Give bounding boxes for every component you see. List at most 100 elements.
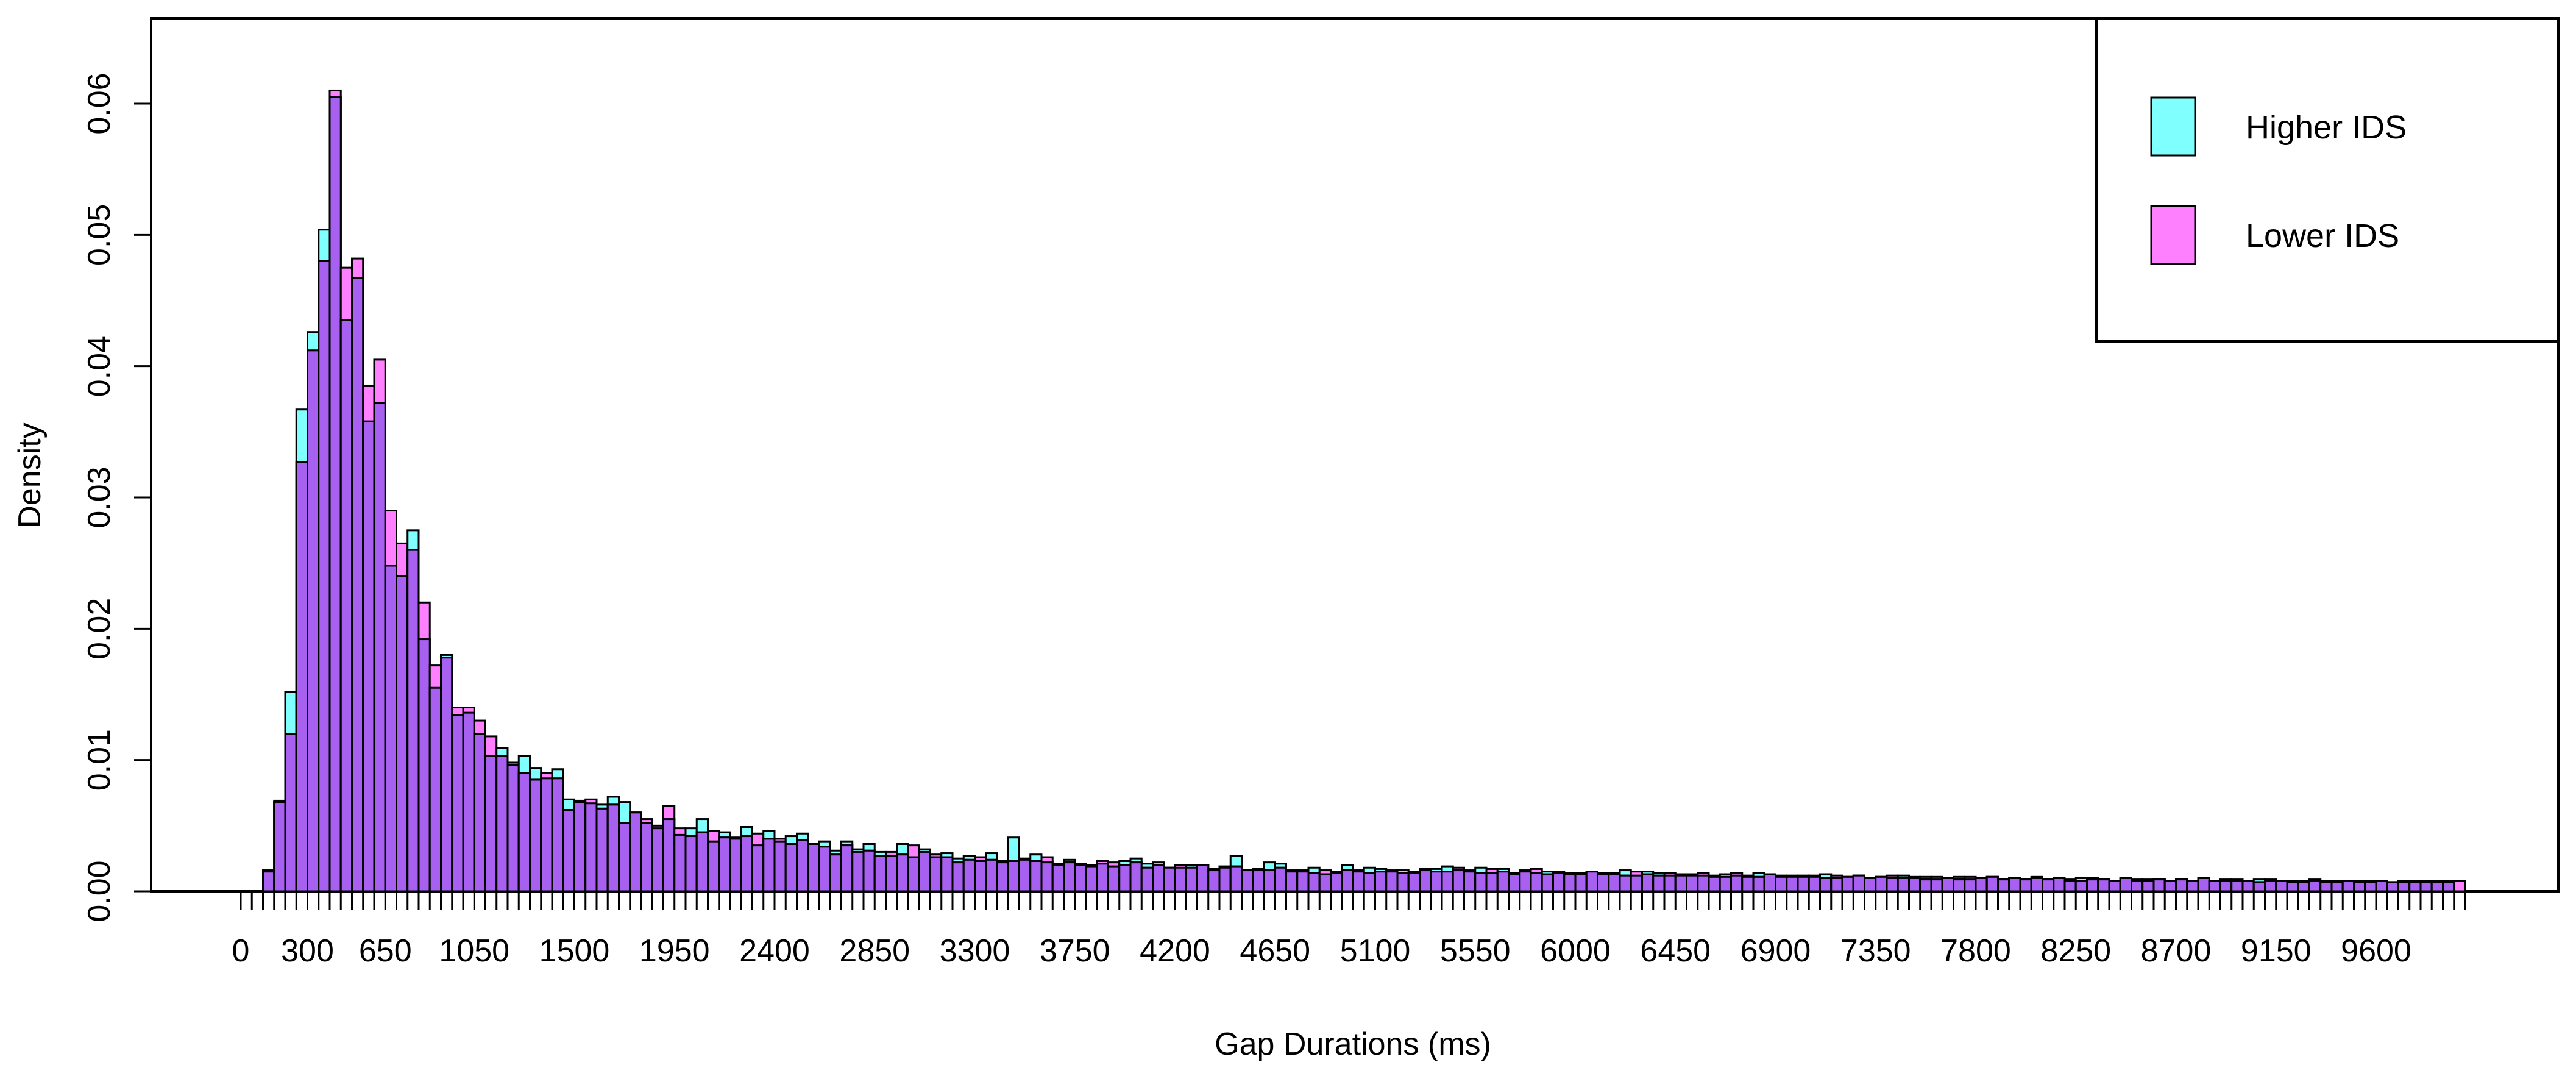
bar-overlap bbox=[1229, 865, 1243, 893]
bar-overlap bbox=[1697, 874, 1710, 893]
bar-overlap bbox=[629, 811, 642, 893]
bar-overlap bbox=[1330, 872, 1343, 893]
bar-overlap bbox=[517, 772, 531, 893]
bar-overlap bbox=[1107, 865, 1121, 893]
bar-overlap bbox=[373, 402, 386, 893]
bar-overlap bbox=[862, 849, 876, 893]
x-tick-label: 2400 bbox=[739, 933, 810, 969]
bar-overlap bbox=[1941, 877, 1954, 893]
bar-overlap bbox=[951, 861, 965, 893]
bar-overlap bbox=[1574, 873, 1588, 893]
bar-overlap bbox=[1441, 871, 1454, 893]
bar-overlap bbox=[1930, 878, 1943, 893]
bar-overlap bbox=[1641, 873, 1655, 893]
x-tick-label: 7350 bbox=[1840, 933, 1911, 969]
bar-overlap bbox=[1129, 861, 1143, 893]
x-tick-label: 2850 bbox=[839, 933, 910, 969]
bar-overlap bbox=[773, 840, 787, 893]
bar-overlap bbox=[618, 822, 631, 893]
bar-overlap bbox=[2219, 880, 2233, 893]
bar-overlap bbox=[1096, 863, 1109, 893]
bar-overlap bbox=[1585, 871, 1598, 893]
bar-overlap bbox=[1908, 877, 1921, 893]
bar-overlap bbox=[2419, 881, 2433, 893]
bar-overlap bbox=[428, 686, 442, 893]
bar-overlap bbox=[2308, 880, 2322, 893]
x-tick-label: 9600 bbox=[2341, 933, 2411, 969]
bar-overlap bbox=[873, 855, 887, 893]
bar-overlap bbox=[1385, 871, 1399, 893]
bar-overlap bbox=[2252, 881, 2266, 893]
bar-overlap bbox=[1341, 869, 1354, 893]
bar-overlap bbox=[384, 565, 397, 893]
bar-overlap bbox=[1674, 874, 1687, 893]
bar-overlap bbox=[2108, 880, 2121, 893]
bar-overlap bbox=[2375, 880, 2388, 893]
bar-overlap bbox=[1975, 877, 1988, 893]
bar-overlap bbox=[1985, 875, 1999, 893]
bar-overlap bbox=[1085, 865, 1098, 893]
bar-overlap bbox=[506, 764, 520, 893]
bar-overlap bbox=[573, 801, 587, 893]
bar-overlap bbox=[351, 277, 364, 893]
bar-overlap bbox=[2152, 878, 2166, 893]
legend-box bbox=[2095, 17, 2560, 343]
bar-overlap bbox=[1174, 866, 1187, 893]
bar-overlap bbox=[673, 833, 687, 893]
bar-overlap bbox=[2353, 881, 2366, 893]
bar-overlap bbox=[1218, 866, 1232, 893]
bar-overlap bbox=[2030, 877, 2043, 893]
bar-overlap bbox=[1919, 878, 1932, 893]
bar-overlap bbox=[2086, 878, 2099, 893]
x-axis-title: Gap Durations (ms) bbox=[1215, 1027, 1491, 1062]
bar-overlap bbox=[1997, 878, 2010, 893]
bar-overlap bbox=[540, 777, 553, 893]
bar-overlap bbox=[1652, 874, 1666, 893]
bar-overlap bbox=[2264, 880, 2277, 893]
x-tick-label: 1050 bbox=[439, 933, 509, 969]
bar-overlap bbox=[284, 733, 297, 893]
bar-overlap bbox=[1307, 872, 1321, 893]
bar-overlap bbox=[2330, 881, 2344, 893]
bar-overlap bbox=[584, 802, 598, 893]
bar-overlap bbox=[2430, 881, 2444, 893]
bar-overlap bbox=[2141, 880, 2155, 893]
bar-overlap bbox=[885, 855, 898, 893]
bar-overlap bbox=[640, 822, 653, 893]
bar-overlap bbox=[1830, 877, 1843, 893]
bar-overlap bbox=[1419, 869, 1432, 893]
bar-overlap bbox=[1241, 869, 1254, 893]
bar-overlap bbox=[918, 850, 931, 893]
bar-overlap bbox=[1719, 875, 1732, 893]
bar-overlap bbox=[796, 839, 809, 893]
bar-overlap bbox=[2286, 881, 2299, 893]
bar-overlap bbox=[2063, 880, 2077, 893]
bar-overlap bbox=[2364, 881, 2377, 893]
bar-overlap bbox=[784, 843, 798, 893]
bar-overlap bbox=[362, 420, 375, 893]
bar-overlap bbox=[907, 856, 920, 893]
bar-overlap bbox=[1051, 864, 1065, 893]
bar-overlap bbox=[1663, 874, 1677, 893]
x-tick-label: 6900 bbox=[1740, 933, 1811, 969]
bar-overlap bbox=[339, 319, 353, 893]
bar-overlap bbox=[996, 861, 1009, 893]
x-tick-label: 4650 bbox=[1240, 933, 1310, 969]
bar-overlap bbox=[1029, 860, 1043, 893]
bar-overlap bbox=[1407, 872, 1421, 893]
bar-overlap bbox=[1686, 874, 1699, 893]
bar-overlap bbox=[2397, 881, 2411, 893]
x-tick-label: 6000 bbox=[1540, 933, 1611, 969]
bar-overlap bbox=[462, 711, 475, 893]
bar-overlap bbox=[1285, 871, 1299, 893]
bar-overlap bbox=[1396, 872, 1410, 893]
bar-overlap bbox=[684, 835, 698, 893]
bar-overlap bbox=[1541, 873, 1554, 893]
x-tick-label: 0 bbox=[232, 933, 250, 969]
bar-overlap bbox=[318, 260, 331, 893]
bar-overlap bbox=[718, 836, 731, 893]
bar-overlap bbox=[1508, 873, 1521, 893]
y-tick-label: 0.01 bbox=[82, 729, 117, 791]
bar-overlap bbox=[1352, 871, 1365, 893]
